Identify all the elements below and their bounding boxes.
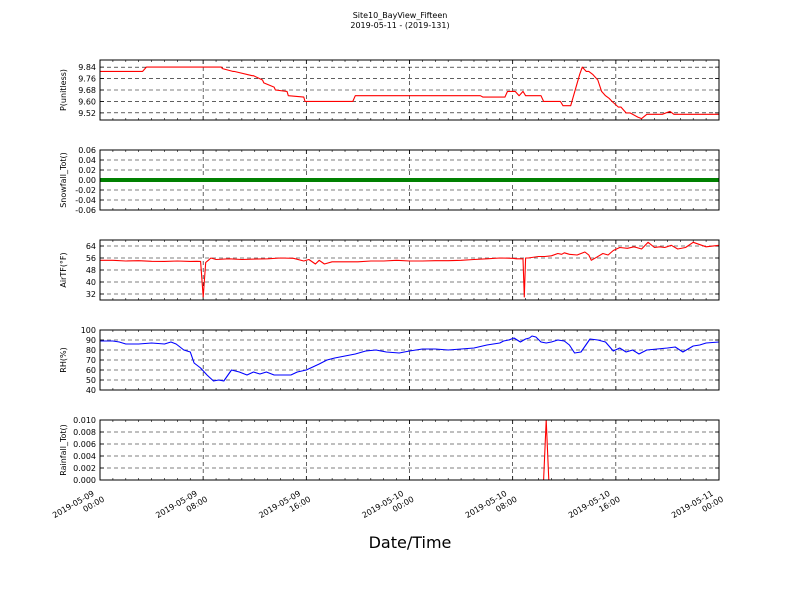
y-tick-label: 0.006 [73,440,96,449]
y-tick-label: 9.76 [78,75,96,84]
panel-3: 64 56 48 40 32 AirTF(°F) [59,239,720,301]
x-tick-label: 2019-05-1016:00 [567,486,622,529]
y-tick-label: 0.04 [78,156,96,165]
y-tick-label: 9.84 [78,63,96,72]
y-tick-label: 0.000 [73,476,96,485]
y-tick-label: 40 [86,278,96,287]
x-tick-label: 2019-05-1008:00 [464,486,519,529]
chart-subtitle: 2019-05-11 - (2019-131) [350,21,450,30]
axes-frame [99,329,720,391]
y-axis-label: AirTF(°F) [59,252,68,287]
y-tick-label: 32 [86,290,96,299]
y-tick-label: 9.68 [78,86,96,95]
y-tick-label: 70 [86,356,96,365]
x-tick-label: 2019-05-1000:00 [361,486,416,529]
y-tick-label: 0.008 [73,428,96,437]
y-tick-label: 60 [86,366,96,375]
x-tick-label: 2019-05-0908:00 [154,486,209,529]
y-tick-label: 56 [86,254,96,263]
y-tick-label: 0.002 [73,464,96,473]
y-tick-label: 90 [86,336,96,345]
y-tick-label: 0.004 [73,452,96,461]
y-tick-label: 80 [86,346,96,355]
y-tick-label: 0.06 [78,146,96,155]
y-tick-label: 100 [81,326,96,335]
axes-frame [99,59,720,121]
x-tick-label: 2019-05-1100:00 [670,486,725,529]
series-line [100,241,720,298]
axes-frame [99,149,720,211]
y-tick-label: 64 [86,242,96,251]
x-tick-label: 2019-05-0900:00 [51,486,106,529]
y-tick-label: 48 [86,266,96,275]
x-axis-label: Date/Time [368,533,452,552]
series-line [100,66,719,120]
y-tick-label: 9.60 [78,97,96,106]
y-axis-label: Rainfall_Tot() [59,424,68,476]
chart-title: Site10_BayView_Fifteen [352,11,448,20]
y-axis-label: Snowfall_Tot() [59,152,68,208]
y-tick-label: -0.06 [75,206,96,215]
y-axis-label: P(unitless) [59,69,68,111]
y-tick-label: 0.02 [78,166,96,175]
y-tick-label: 0.00 [78,176,96,185]
y-tick-label: 0.010 [73,416,96,425]
panel-5: 0.010 0.008 0.006 0.004 0.002 0.000 Rainfall_T… [59,416,720,485]
panel-2: 0.060.040.020.00-0.02-0.04-0.06 Snowfall_… [59,146,720,215]
y-tick-label: -0.02 [75,186,96,195]
x-tick-label: 2019-05-0916:00 [257,486,312,529]
y-tick-label: 9.52 [78,109,96,118]
panel-1: 9.84 9.76 9.68 9.60 9.52 P(unitless) [59,59,720,121]
axes-frame [99,239,720,301]
y-tick-label: 40 [86,386,96,395]
y-tick-label: -0.04 [75,196,96,205]
y-axis-label: RH(%) [59,347,68,372]
series-line [100,335,720,382]
axes-frame [99,419,720,481]
y-tick-label: 50 [86,376,96,385]
